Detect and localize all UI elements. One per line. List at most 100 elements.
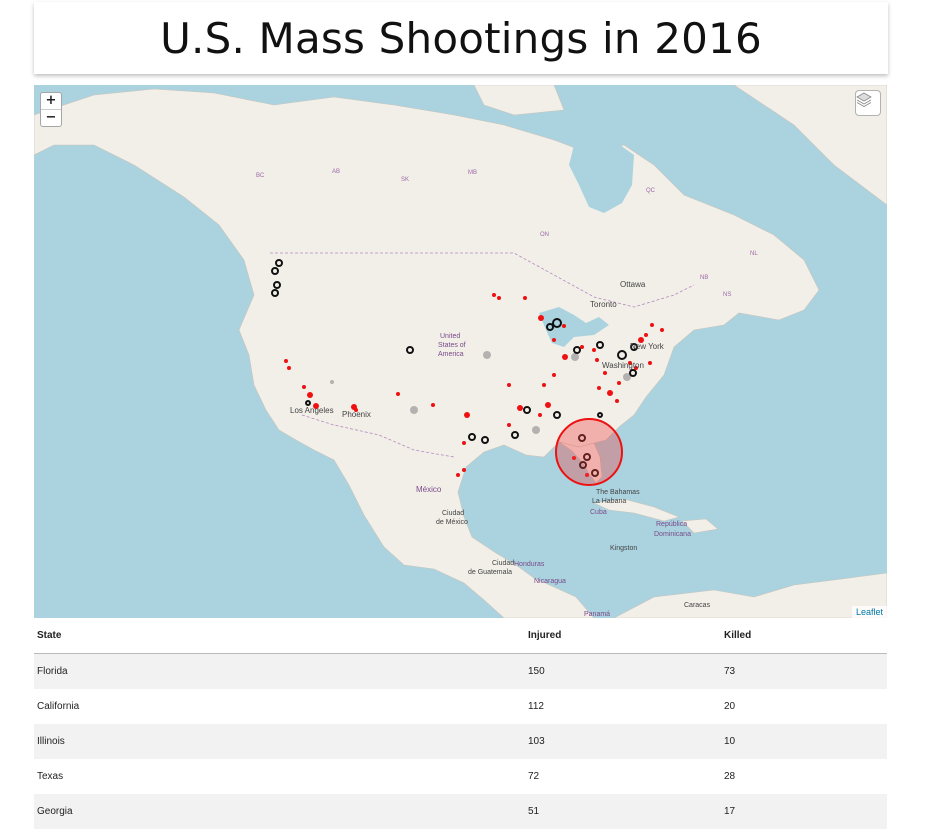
shooting-marker[interactable] [597, 386, 601, 390]
shooting-marker[interactable] [511, 431, 519, 439]
shooting-marker[interactable] [462, 441, 466, 445]
label-nl: NL [750, 251, 758, 257]
shooting-marker[interactable] [596, 341, 604, 349]
shooting-marker[interactable] [648, 361, 652, 365]
shooting-marker[interactable] [573, 346, 581, 354]
label-mexico: México [416, 485, 442, 494]
label-guatemala-2: de Guatemala [468, 569, 512, 576]
shooting-marker[interactable] [305, 400, 311, 406]
shooting-marker[interactable] [617, 350, 627, 360]
shooting-marker[interactable] [271, 267, 279, 275]
highlight-circle-florida[interactable] [555, 418, 623, 486]
shooting-marker[interactable] [517, 405, 523, 411]
shooting-marker[interactable] [275, 259, 283, 267]
shooting-marker[interactable] [542, 383, 546, 387]
shooting-marker[interactable] [483, 351, 491, 359]
map-view[interactable]: United States of America Ottawa Toronto … [34, 85, 887, 618]
shooting-marker[interactable] [562, 354, 568, 360]
shooting-marker[interactable] [585, 473, 589, 477]
shooting-marker[interactable] [538, 413, 542, 417]
shooting-marker[interactable] [302, 385, 306, 389]
shooting-marker[interactable] [313, 403, 319, 409]
shooting-marker[interactable] [628, 361, 632, 365]
shooting-marker[interactable] [597, 412, 603, 418]
zoom-out-button[interactable]: − [41, 109, 61, 126]
shooting-marker[interactable] [580, 345, 584, 349]
header-injured[interactable]: Injured [525, 618, 721, 654]
shooting-marker[interactable] [591, 469, 599, 477]
shooting-marker[interactable] [354, 408, 358, 412]
cell-injured: 103 [528, 736, 545, 747]
map-canvas[interactable]: United States of America Ottawa Toronto … [34, 85, 887, 618]
shooting-marker[interactable] [615, 399, 619, 403]
shooting-marker[interactable] [552, 338, 556, 342]
shooting-marker[interactable] [571, 353, 579, 361]
table-row[interactable]: Texas 72 28 [34, 759, 887, 794]
shooting-marker[interactable] [607, 390, 613, 396]
shooting-marker[interactable] [603, 371, 607, 375]
shooting-marker[interactable] [623, 373, 631, 381]
header-killed[interactable]: Killed [721, 618, 887, 654]
shooting-marker[interactable] [507, 383, 511, 387]
shooting-marker[interactable] [583, 453, 591, 461]
shooting-marker[interactable] [552, 373, 556, 377]
shooting-marker[interactable] [638, 337, 644, 343]
shooting-marker[interactable] [271, 289, 279, 297]
shooting-marker[interactable] [284, 359, 288, 363]
shooting-marker[interactable] [431, 403, 435, 407]
shooting-marker[interactable] [406, 346, 414, 354]
table-row[interactable]: California 112 20 [34, 689, 887, 724]
shooting-marker[interactable] [650, 323, 654, 327]
shooting-marker[interactable] [481, 436, 489, 444]
shooting-marker[interactable] [553, 411, 561, 419]
shooting-marker[interactable] [532, 426, 540, 434]
table-row[interactable]: Illinois 103 10 [34, 724, 887, 759]
shooting-marker[interactable] [464, 412, 470, 418]
shooting-marker[interactable] [507, 423, 511, 427]
shooting-marker[interactable] [572, 456, 576, 460]
label-bc: BC [256, 173, 265, 179]
shooting-marker[interactable] [330, 380, 334, 384]
zoom-in-button[interactable]: + [45, 93, 57, 108]
shooting-marker[interactable] [578, 434, 586, 442]
label-nicaragua: Nicaragua [534, 578, 566, 585]
shooting-marker[interactable] [462, 468, 466, 472]
cell-killed: 73 [724, 666, 736, 677]
shooting-marker[interactable] [617, 381, 621, 385]
shooting-marker[interactable] [644, 333, 648, 337]
shooting-marker[interactable] [468, 433, 476, 441]
shooting-marker[interactable] [630, 343, 638, 351]
shooting-marker[interactable] [456, 473, 460, 477]
layers-button[interactable] [855, 90, 881, 116]
shooting-marker[interactable] [592, 348, 596, 352]
shooting-marker[interactable] [523, 406, 531, 414]
table-row[interactable]: Florida 150 73 [34, 653, 887, 689]
header-state[interactable]: State [34, 618, 525, 654]
label-usa-1: United [440, 333, 460, 340]
shooting-marker[interactable] [595, 358, 599, 362]
shooting-marker[interactable] [562, 324, 566, 328]
us-mexico-border [301, 414, 455, 458]
shooting-marker[interactable] [579, 461, 587, 469]
shooting-marker[interactable] [307, 392, 313, 398]
shooting-marker[interactable] [523, 296, 527, 300]
shooting-marker[interactable] [273, 281, 281, 289]
shooting-marker[interactable] [396, 392, 400, 396]
shooting-marker[interactable] [660, 328, 664, 332]
shooting-marker[interactable] [287, 366, 291, 370]
shooting-marker[interactable] [546, 323, 554, 331]
cell-killed: 20 [724, 701, 736, 712]
shooting-marker[interactable] [410, 406, 418, 414]
cell-injured: 112 [528, 701, 544, 712]
shooting-marker[interactable] [492, 293, 496, 297]
shooting-marker[interactable] [552, 318, 562, 328]
map-attribution[interactable]: Leaflet [851, 606, 887, 618]
label-panama: Panamá [584, 611, 610, 618]
shooting-marker[interactable] [629, 369, 637, 377]
cell-killed: 10 [724, 736, 736, 747]
shooting-marker[interactable] [634, 366, 638, 370]
shooting-marker[interactable] [497, 296, 501, 300]
shooting-marker[interactable] [545, 402, 551, 408]
leaflet-link[interactable]: Leaflet [855, 607, 883, 617]
shooting-marker[interactable] [538, 315, 544, 321]
